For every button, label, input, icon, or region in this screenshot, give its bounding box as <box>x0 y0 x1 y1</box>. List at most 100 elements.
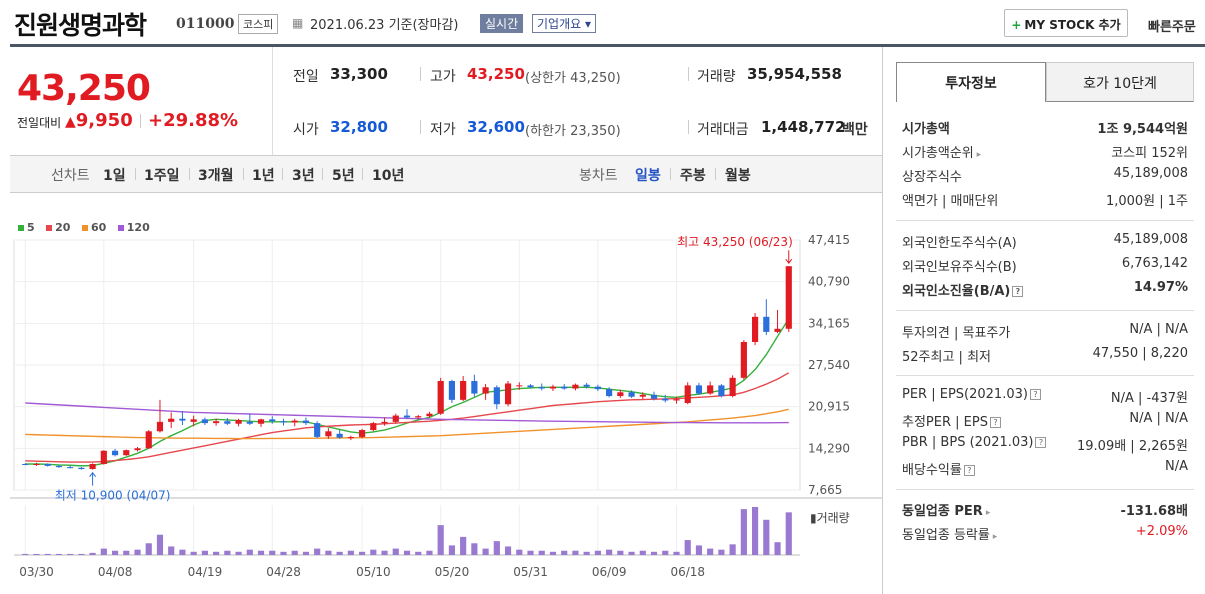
high-label: 고가 <box>430 69 456 85</box>
y-tick-label: 20,915 <box>808 400 850 414</box>
help-icon[interactable]: ? <box>1012 286 1024 297</box>
candle <box>561 386 568 389</box>
candle <box>583 384 590 387</box>
volume-bar <box>145 543 152 555</box>
info-label: 외국인소진율(B/A)? <box>902 280 1024 299</box>
help-icon[interactable]: ? <box>1029 389 1041 400</box>
volume-bar <box>89 552 96 555</box>
candle <box>729 377 736 397</box>
ma-legend: 5 20 60 120 <box>18 221 150 234</box>
tab-5year[interactable]: 5년 <box>332 168 355 184</box>
candle <box>538 387 545 389</box>
info-label: 동일업종 PER ▸ <box>902 504 991 519</box>
ma-line-20 <box>25 372 790 463</box>
tab-monthly[interactable]: 월봉 <box>725 168 751 184</box>
my-stock-label: MY STOCK 추가 <box>1024 18 1121 32</box>
info-row-foreign-ratio: 외국인소진율(B/A)? 14.97% <box>902 280 1188 299</box>
help-icon[interactable]: ? <box>963 465 975 476</box>
tab-1week[interactable]: 1주일 <box>144 168 180 184</box>
upper-limit: (상한가 43,250) <box>525 71 621 86</box>
tab-weekly[interactable]: 주봉 <box>680 168 706 184</box>
info-value: 47,550 | 8,220 <box>1092 346 1188 361</box>
candle <box>280 421 287 423</box>
info-label: PER | EPS(2021.03)? <box>902 387 1041 402</box>
candle <box>662 398 669 401</box>
prev-close-value: 33,300 <box>330 65 388 83</box>
volume-bar <box>392 548 399 555</box>
info-row-dividend-yield: 배당수익률? N/A <box>902 459 1188 478</box>
y-tick-label: 27,540 <box>808 358 850 372</box>
volume-bar <box>179 549 186 555</box>
info-value: N/A | N/A <box>1129 411 1188 426</box>
trade-value: 1,448,772 <box>761 118 846 136</box>
x-tick-label: 06/09 <box>592 565 627 579</box>
help-icon[interactable]: ? <box>989 417 1001 428</box>
candle <box>44 463 51 466</box>
tab-3month[interactable]: 3개월 <box>198 168 234 184</box>
candle <box>145 431 152 449</box>
tab-daily[interactable]: 일봉 <box>635 168 661 184</box>
info-row-per-eps: PER | EPS(2021.03)? N/A | -437원 <box>902 387 1188 406</box>
legend-ma120: 120 <box>126 221 150 234</box>
candle <box>448 380 456 400</box>
volume-bar <box>460 536 467 555</box>
candlestick-chart: 47,415 40,790 34,165 27,540 20,915 14,290 7,66… <box>10 233 882 579</box>
tab-3year[interactable]: 3년 <box>292 168 315 184</box>
change-label: 전일대비 <box>17 116 62 130</box>
volume-bar <box>740 509 747 555</box>
change-value: 9,950 <box>75 110 133 131</box>
info-label: 추정PER | EPS? <box>902 411 1001 430</box>
volume-bar <box>751 507 759 555</box>
info-value: +2.09% <box>1135 524 1188 539</box>
info-row-foreign-limit: 외국인한도주식수(A) 45,189,008 <box>902 232 1188 251</box>
volume-bar <box>493 541 500 555</box>
chevron-right-icon[interactable]: ▸ <box>973 150 982 160</box>
chart-tabs-bar <box>10 155 882 193</box>
tab-orderbook[interactable]: 호가 10단계 <box>1046 62 1194 102</box>
quick-order-button[interactable]: 빠른주문 <box>1148 20 1196 35</box>
stock-name: 진원생명과학 <box>14 11 147 40</box>
volume-bar <box>572 550 579 555</box>
volume-bar <box>33 553 40 555</box>
info-row-sector-per: 동일업종 PER ▸ -131.68배 <box>902 500 1188 519</box>
x-tick-label: 04/19 <box>188 565 223 579</box>
candle <box>493 387 500 405</box>
tab-1year[interactable]: 1년 <box>252 168 275 184</box>
x-tick-label: 06/18 <box>670 565 705 579</box>
corp-overview-dropdown[interactable]: 기업개요 ▾ <box>532 14 597 33</box>
tab-10year[interactable]: 10년 <box>372 168 405 184</box>
low-label: 저가 <box>430 122 456 138</box>
candle <box>201 419 208 424</box>
corp-overview-label: 기업개요 <box>537 17 582 31</box>
chevron-right-icon[interactable]: ▸ <box>982 508 991 518</box>
volume-bar <box>280 551 287 555</box>
candle <box>639 394 646 397</box>
candle <box>572 384 579 389</box>
tab-1day[interactable]: 1일 <box>103 168 126 184</box>
info-label: PBR | BPS (2021.03)? <box>902 435 1047 450</box>
candle <box>471 380 478 394</box>
volume-bar <box>482 548 489 555</box>
y-tick-label: 47,415 <box>808 233 850 247</box>
volume-bar <box>437 525 444 555</box>
my-stock-add-button[interactable]: + MY STOCK 추가 <box>1004 9 1128 37</box>
calendar-icon: ▦ <box>292 16 304 30</box>
x-tick-label: 05/20 <box>435 565 470 579</box>
volume-bar <box>291 550 298 555</box>
tab-invest-info[interactable]: 투자정보 <box>896 62 1046 102</box>
volume-bar <box>718 549 725 555</box>
volume-bar <box>673 551 680 555</box>
trade-value-label: 거래대금 <box>697 122 749 138</box>
high-arrow-icon <box>785 250 793 265</box>
help-icon[interactable]: ? <box>1035 437 1047 448</box>
realtime-button[interactable]: 실시간 <box>480 14 524 33</box>
price-change: ▲9,950 <box>65 110 133 131</box>
x-tick-label: 05/10 <box>356 565 391 579</box>
volume-bar <box>257 550 265 555</box>
volume-bar <box>347 550 354 555</box>
info-value: N/A | N/A <box>1129 322 1188 337</box>
volume-bar <box>662 550 669 555</box>
candle <box>751 316 759 342</box>
info-value: 45,189,008 <box>1113 232 1188 247</box>
chevron-right-icon[interactable]: ▸ <box>989 532 998 542</box>
